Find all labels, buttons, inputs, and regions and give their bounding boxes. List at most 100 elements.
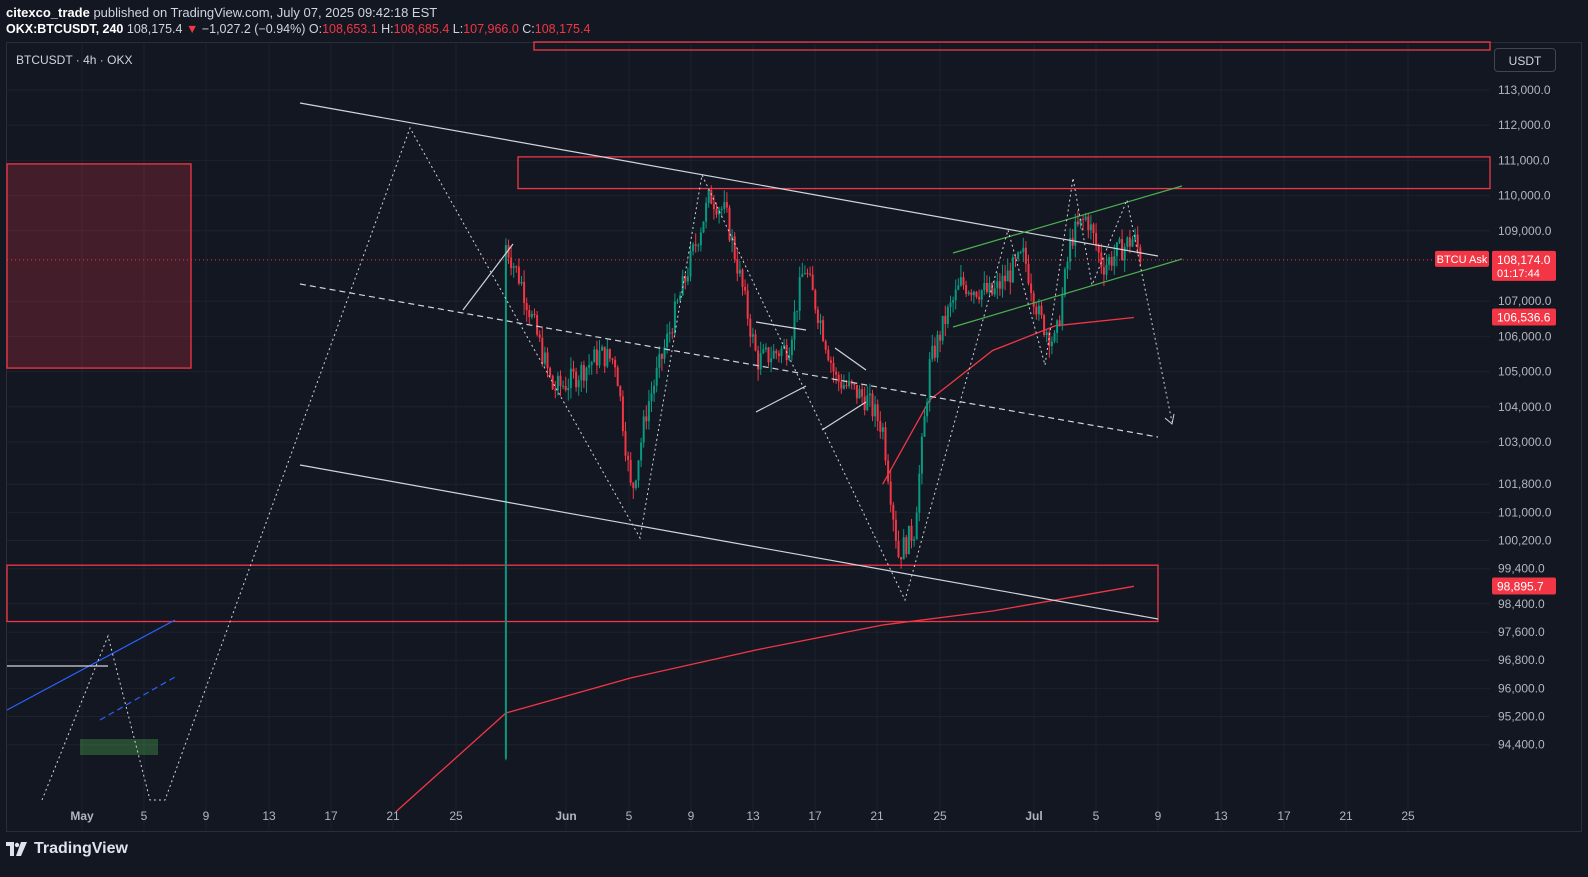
candle-body: [767, 347, 770, 363]
candle-body: [874, 404, 877, 417]
candle-body: [868, 393, 871, 396]
pattern-line: [462, 243, 514, 311]
blue-dashed-line: [99, 676, 176, 721]
candle-body: [551, 375, 554, 390]
candle-body: [1097, 245, 1100, 253]
candle-body: [712, 203, 715, 210]
candle-body: [699, 232, 702, 246]
candle-body: [770, 358, 773, 363]
candle-body: [512, 266, 515, 269]
candle-body: [523, 281, 526, 304]
candle-body: [1032, 293, 1035, 307]
candle-body: [980, 290, 983, 300]
price-tick-label: 110,000.0: [1498, 189, 1551, 203]
change-arrow: ▼: [185, 22, 199, 36]
currency-button[interactable]: USDT: [1494, 48, 1556, 72]
candle-body: [777, 353, 780, 356]
candle-body: [1115, 242, 1118, 257]
price-tick-label: 99,400.0: [1498, 562, 1545, 576]
candle-body: [855, 384, 858, 399]
chart-symbol-label: BTCUSDT · 4h · OKX: [16, 53, 133, 67]
candle-body: [939, 334, 942, 341]
candle-body: [793, 311, 796, 340]
upper-zone: [533, 41, 1491, 51]
candle-body: [842, 385, 845, 389]
candle-body: [606, 349, 609, 367]
candle-body: [720, 208, 723, 210]
candle-body: [694, 244, 697, 246]
candle-body: [629, 459, 632, 483]
low-value: 107,966.0: [463, 22, 519, 36]
candle-body: [520, 281, 523, 284]
candle-body: [788, 355, 791, 361]
candle-body: [933, 345, 936, 358]
candle-body: [1087, 216, 1090, 231]
candle-body: [637, 460, 640, 481]
candle-body: [772, 350, 775, 359]
time-tick-label: May: [70, 809, 94, 823]
ask-price-value: 108,174.0: [1497, 253, 1551, 267]
candle-body: [931, 345, 934, 360]
candle-body: [507, 245, 510, 258]
time-tick-label: Jul: [1025, 809, 1042, 823]
candle-body: [510, 257, 513, 269]
candle-body: [991, 283, 994, 295]
candle-body: [1058, 320, 1061, 326]
candle-body: [1004, 275, 1007, 282]
candle-body: [840, 381, 843, 389]
price-labels: BTCU Ask 108,174.001:17:44 106,536.6 98,895…: [1435, 250, 1556, 595]
candle-body: [1089, 224, 1092, 231]
candle-body: [528, 310, 531, 318]
candle-body: [655, 367, 658, 386]
price-change: −1,027.2 (−0.94%): [201, 22, 306, 36]
candle-body: [970, 292, 973, 296]
low-label: L:: [452, 22, 464, 36]
supply-zone-top: [517, 156, 1491, 190]
candle-body: [1128, 237, 1131, 247]
candle-body: [543, 352, 546, 364]
candle-body: [1006, 270, 1009, 282]
time-tick-label: 17: [324, 809, 338, 823]
zones: [6, 41, 1491, 755]
candle-body: [822, 320, 825, 342]
candle-body: [1074, 221, 1077, 246]
candle-body: [681, 276, 684, 296]
pattern-line: [834, 347, 867, 371]
candle-body: [816, 309, 819, 323]
candle-body: [723, 202, 726, 209]
price-tick-label: 112,000.0: [1498, 118, 1551, 132]
candle-body: [993, 288, 996, 295]
candle-body: [749, 318, 752, 337]
candle-body: [858, 389, 861, 399]
author-name[interactable]: citexco_trade: [6, 5, 90, 20]
candle-body: [1092, 224, 1095, 234]
tradingview-brand[interactable]: TradingView: [34, 840, 128, 857]
price-tick-label: 98,400.0: [1498, 597, 1545, 611]
candle-body: [780, 348, 783, 356]
candle-body: [668, 332, 671, 334]
candle-body: [1082, 218, 1085, 220]
candle-body: [731, 236, 734, 241]
candle-body: [608, 349, 611, 359]
ma-short-box: [1492, 308, 1556, 326]
candle-body: [707, 190, 710, 203]
candle-body: [741, 269, 744, 287]
candle-body: [1118, 239, 1121, 243]
candle-body: [684, 276, 687, 282]
time-tick-label: 13: [746, 809, 760, 823]
close-value: 108,175.4: [534, 22, 591, 36]
candle-body: [876, 404, 879, 422]
candle-body: [1009, 270, 1012, 283]
candle-body: [556, 375, 559, 391]
candle-body: [1061, 295, 1064, 326]
candle-body: [569, 368, 572, 388]
time-axis: May 5 9 13 17 21 25 Jun 5 9 13 17 21 25 Jul 5 9 13 17 21 25: [70, 809, 1415, 823]
candle-body: [827, 349, 830, 361]
candle-body: [946, 307, 949, 324]
candle-body: [738, 269, 741, 274]
high-label: H:: [381, 22, 394, 36]
candle-body: [1027, 263, 1030, 284]
candle-body: [728, 207, 731, 241]
candle-body: [962, 277, 965, 286]
